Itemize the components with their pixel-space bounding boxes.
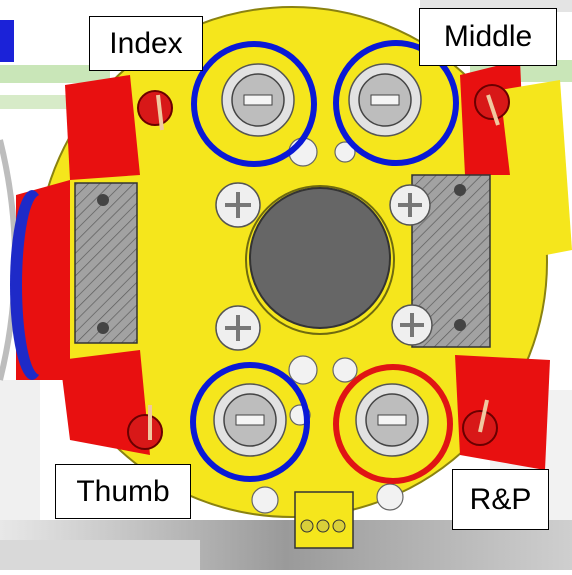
connector-bottom-right bbox=[462, 399, 498, 446]
slotted-screw-rp bbox=[355, 383, 429, 457]
connector-top-left bbox=[137, 90, 173, 131]
phillips-screw bbox=[389, 184, 431, 226]
block-pin bbox=[97, 322, 109, 334]
thumb-highlight-ring bbox=[190, 362, 310, 482]
blue-edge-marker bbox=[0, 20, 14, 62]
block-pin bbox=[454, 319, 466, 331]
block-pin bbox=[97, 194, 109, 206]
top-left-red-bracket bbox=[65, 75, 140, 180]
floor-panel bbox=[0, 540, 200, 570]
right-yellow-wing bbox=[500, 80, 572, 260]
thumb-label: Thumb bbox=[55, 464, 191, 519]
connector-bottom-left bbox=[127, 405, 163, 450]
left-red-face bbox=[22, 195, 58, 375]
bottom-gear-pins bbox=[300, 519, 346, 533]
slotted-screw-thumb bbox=[213, 383, 287, 457]
block-pin bbox=[454, 184, 466, 196]
phillips-screw bbox=[215, 182, 261, 228]
phillips-screw bbox=[215, 305, 261, 351]
index-label: Index bbox=[89, 16, 203, 71]
rp-label: R&P bbox=[452, 469, 549, 530]
left-hatched-block bbox=[74, 182, 138, 344]
slotted-screw-index bbox=[221, 63, 295, 137]
middle-label: Middle bbox=[419, 8, 557, 66]
center-hole bbox=[249, 187, 391, 329]
green-rail-left bbox=[0, 65, 110, 83]
middle-highlight-ring bbox=[333, 40, 459, 166]
slotted-screw-middle bbox=[348, 63, 422, 137]
index-highlight-ring bbox=[191, 41, 317, 167]
rp-highlight-ring bbox=[333, 364, 453, 484]
phillips-screw bbox=[391, 304, 433, 346]
left-frame bbox=[0, 380, 40, 520]
small-pins bbox=[251, 137, 404, 514]
bottom-right-red-bracket bbox=[455, 355, 550, 470]
connector-top-right bbox=[474, 84, 510, 126]
